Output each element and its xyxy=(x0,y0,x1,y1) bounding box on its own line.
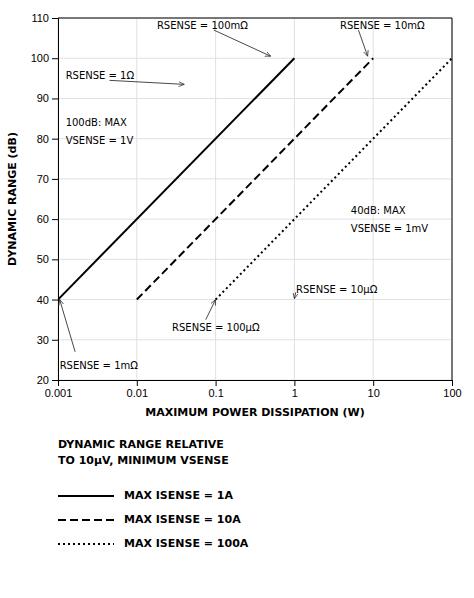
tick-mark xyxy=(52,380,58,381)
tick-label: 70 xyxy=(37,173,49,185)
tick: 60 xyxy=(37,213,58,225)
annotation-arrow xyxy=(214,30,271,56)
tick-mark xyxy=(294,380,295,386)
tick-label: 110 xyxy=(31,12,49,24)
series-line xyxy=(137,58,373,299)
tick-mark xyxy=(452,380,453,386)
grid-line-x xyxy=(452,18,453,380)
series-line xyxy=(58,58,294,299)
legend-title: TO 10μV, MINIMUM VSENSE xyxy=(58,454,229,467)
y-axis-title: DYNAMIC RANGE (dB) xyxy=(6,132,19,266)
tick: 40 xyxy=(37,294,58,306)
tick-mark xyxy=(52,139,58,140)
tick-mark xyxy=(52,259,58,260)
tick: 20 xyxy=(37,374,58,386)
annotation: VSENSE = 1V xyxy=(66,135,134,146)
tick: 100 xyxy=(443,380,461,399)
y-axis: 20 30 40 50 60 70 80 90 100 110 xyxy=(31,12,59,386)
annotation: RSENSE = 10μΩ xyxy=(296,284,378,295)
tick-label: 0.01 xyxy=(127,387,148,399)
x-axis: 0.001 0.01 0.1 1 10 100 xyxy=(45,380,462,399)
tick: 10 xyxy=(368,380,380,399)
tick-label: 50 xyxy=(37,253,49,265)
tick-mark xyxy=(52,18,58,19)
annotation-arrow xyxy=(60,300,75,352)
axis-line xyxy=(59,381,453,387)
annotation-arrow xyxy=(358,30,367,56)
grid-line-x xyxy=(136,18,137,380)
grid-line-x xyxy=(294,18,295,380)
legend-entry: MAX ISENSE = 100A xyxy=(124,537,249,550)
tick: 110 xyxy=(31,12,58,24)
grid-line-y xyxy=(58,18,452,19)
grid-line-y xyxy=(58,219,452,220)
annotation: RSENSE = 10mΩ xyxy=(340,20,425,31)
annotation: 40dB: MAX xyxy=(351,205,406,216)
tick-label: 80 xyxy=(37,133,49,145)
plot: 0.0010.010.11101002030405060708090100110… xyxy=(31,12,462,399)
tick: 80 xyxy=(37,133,58,145)
legend-entry: MAX ISENSE = 1A xyxy=(124,489,233,502)
tick-mark xyxy=(52,58,58,59)
tick-mark xyxy=(52,340,58,341)
annotation: RSENSE = 100μΩ xyxy=(172,322,260,333)
tick: 50 xyxy=(37,253,58,265)
legend: DYNAMIC RANGE RELATIVE TO 10μV, MINIMUM V… xyxy=(58,438,249,550)
legend-title: DYNAMIC RANGE RELATIVE xyxy=(58,438,224,451)
tick-mark xyxy=(216,380,217,386)
tick-mark xyxy=(52,300,58,301)
tick: 30 xyxy=(37,334,58,346)
tick: 0.1 xyxy=(208,380,223,399)
tick: 100 xyxy=(31,52,58,64)
frame-right xyxy=(452,18,453,380)
tick: 1 xyxy=(292,380,298,399)
tick: 70 xyxy=(37,173,58,185)
annotations: RSENSE = 1Ω RSENSE = 100mΩ RSENSE = 10mΩ RS… xyxy=(60,20,429,371)
grid xyxy=(58,18,452,380)
grid-line-y xyxy=(58,58,452,59)
chart: 0.0010.010.11101002030405060708090100110… xyxy=(0,0,474,598)
tick-label: 60 xyxy=(37,213,49,225)
legend-swatch xyxy=(58,519,114,521)
tick-mark xyxy=(52,98,58,99)
tick-label: 30 xyxy=(37,334,49,346)
lines xyxy=(58,58,452,299)
tick-mark xyxy=(52,179,58,180)
series-line xyxy=(216,58,452,299)
annotation: RSENSE = 1mΩ xyxy=(60,360,139,371)
grid-line-y xyxy=(58,339,452,340)
tick-label: 0.001 xyxy=(45,387,73,399)
annotation: RSENSE = 1Ω xyxy=(66,70,135,81)
tick-label: 100 xyxy=(443,387,461,399)
tick-label: 100 xyxy=(31,52,49,64)
legend-swatch xyxy=(58,495,114,497)
tick: 0.01 xyxy=(127,380,148,399)
annotation: RSENSE = 100mΩ xyxy=(157,20,248,31)
x-axis-title: MAXIMUM POWER DISSIPATION (W) xyxy=(145,406,365,419)
tick-label: 40 xyxy=(37,294,49,306)
annotation: 100dB: MAX xyxy=(66,117,127,128)
tick-mark xyxy=(137,380,138,386)
annotation: VSENSE = 1mV xyxy=(351,223,428,234)
tick-label: 90 xyxy=(37,92,49,104)
tick-mark xyxy=(52,219,58,220)
legend-entry: MAX ISENSE = 10A xyxy=(124,513,241,526)
grid-line-y xyxy=(58,299,452,300)
tick-label: 20 xyxy=(37,374,49,386)
annotation-arrow xyxy=(206,300,216,320)
tick-label: 1 xyxy=(292,387,298,399)
tick-label: 10 xyxy=(368,387,380,399)
grid-line-x xyxy=(373,18,374,380)
tick-mark xyxy=(373,380,374,386)
tick-label: 0.1 xyxy=(208,387,223,399)
axis-line xyxy=(52,19,59,381)
legend-swatch xyxy=(58,543,114,545)
frame-top xyxy=(58,18,452,19)
tick: 90 xyxy=(37,92,58,104)
